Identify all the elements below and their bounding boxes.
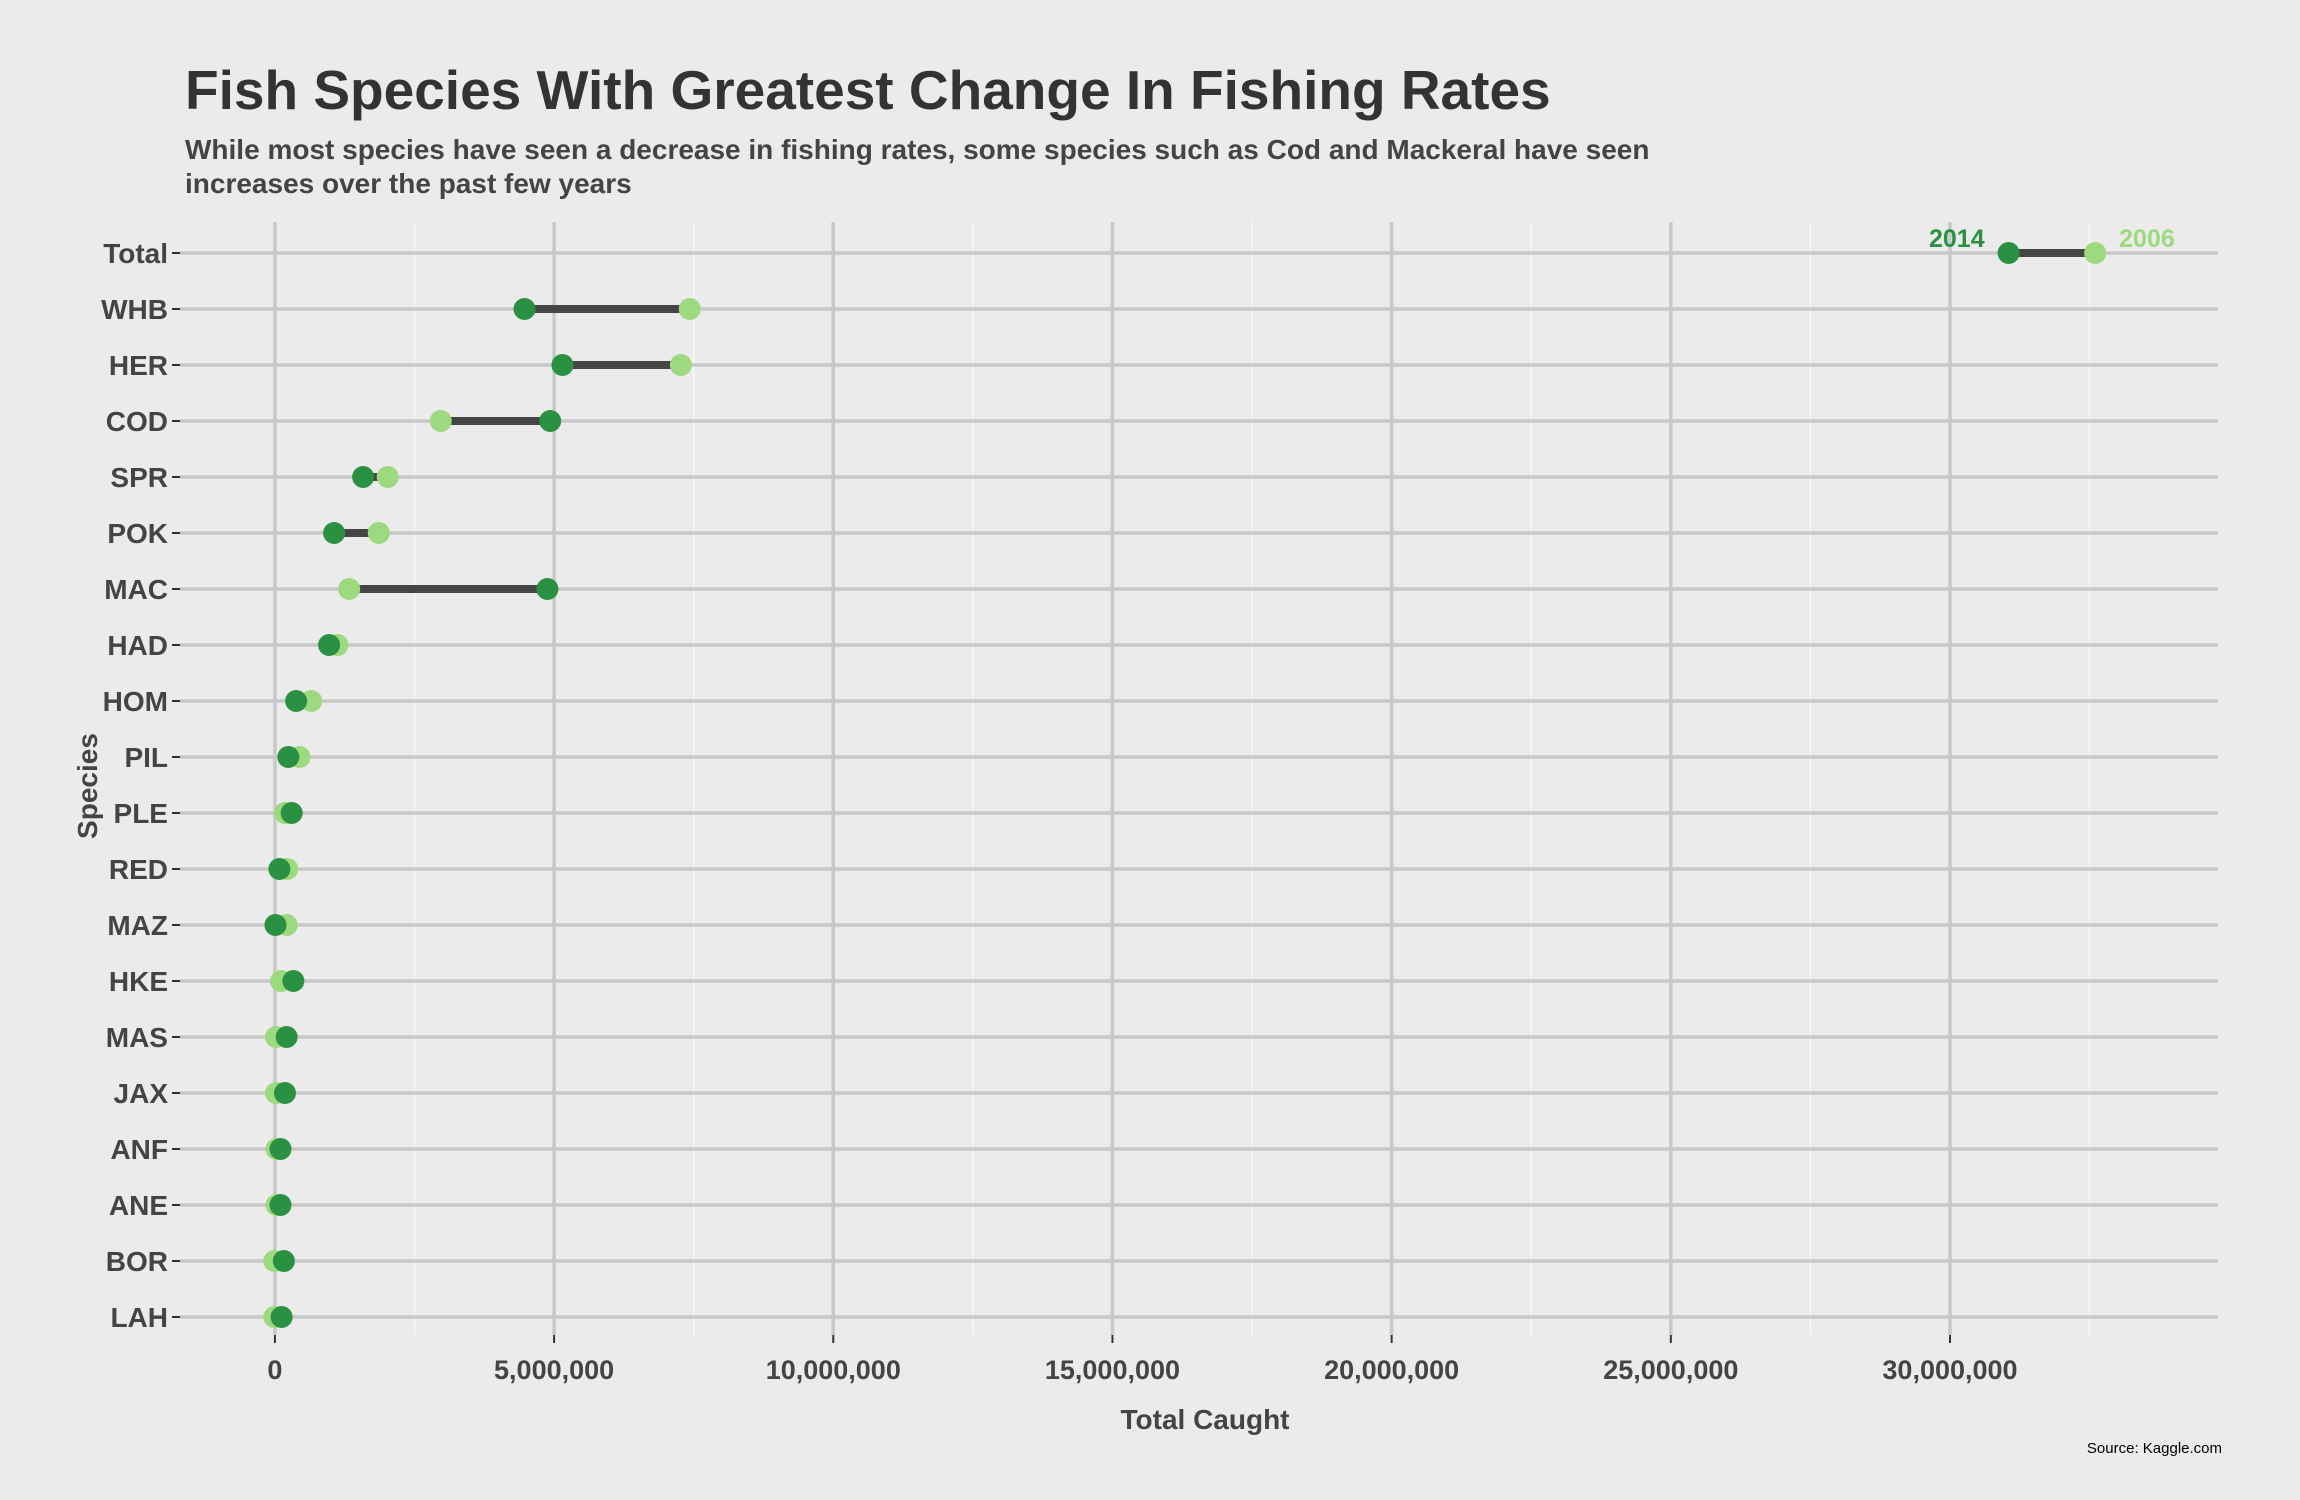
point-2014 <box>273 1082 296 1104</box>
point-2014 <box>272 1250 295 1272</box>
point-2006 <box>376 466 399 488</box>
point-2014 <box>318 634 341 656</box>
point-2014 <box>1997 242 2020 264</box>
y-tick-label: PIL <box>124 742 168 773</box>
series-labels: 2014 2006 <box>1929 225 2175 253</box>
point-2014 <box>282 970 305 992</box>
point-2006 <box>429 410 452 432</box>
point-2014 <box>268 858 291 880</box>
point-2006 <box>678 298 701 320</box>
y-tick-label: COD <box>106 406 168 437</box>
x-tick-label: 25,000,000 <box>1603 1355 1738 1385</box>
y-tick-label: HAD <box>107 630 168 661</box>
dumbbell-marks <box>263 242 2107 1328</box>
y-tick-label: ANF <box>110 1134 168 1165</box>
point-2006 <box>367 522 390 544</box>
y-tick-label: HKE <box>109 966 168 997</box>
y-tick-label: ANE <box>109 1190 168 1221</box>
y-tick-label: SPR <box>110 462 168 493</box>
y-tick-label: HER <box>109 350 168 381</box>
x-tick-label: 30,000,000 <box>1882 1355 2017 1385</box>
y-tick-label: BOR <box>106 1246 168 1277</box>
point-2014 <box>277 746 300 768</box>
series-label-2014: 2014 <box>1929 225 1985 253</box>
point-2014 <box>264 914 287 936</box>
point-2014 <box>285 690 308 712</box>
source-caption: Source: Kaggle.com <box>2086 1440 2222 1457</box>
grid-lines <box>180 222 2218 1335</box>
y-tick-label: JAX <box>114 1078 169 1109</box>
y-tick-label: LAH <box>110 1302 168 1333</box>
point-2014 <box>280 802 303 824</box>
point-2014 <box>551 354 574 376</box>
y-tick-label: WHB <box>101 294 168 325</box>
point-2006 <box>300 690 323 712</box>
point-2014 <box>269 1194 292 1216</box>
y-axis-title: Species <box>72 733 103 839</box>
y-tick-label: HOM <box>103 686 168 717</box>
point-2014 <box>275 1026 298 1048</box>
point-2006 <box>338 578 361 600</box>
point-2014 <box>323 522 346 544</box>
y-tick-label: PLE <box>114 798 168 829</box>
y-axis: Total WHB HER COD SPR POK MAC HAD HOM PIL PLE RED MA… <box>101 238 180 1333</box>
series-label-2006: 2006 <box>2119 225 2175 253</box>
y-tick-label: MAC <box>104 574 168 605</box>
x-tick-label: 0 <box>267 1355 282 1385</box>
y-tick-label: Total <box>103 238 168 269</box>
y-tick-label: MAZ <box>107 910 168 941</box>
point-2014 <box>539 410 562 432</box>
point-2014 <box>270 1306 293 1328</box>
chart-subtitle: While most species have seen a decrease … <box>185 134 1650 199</box>
x-axis: 0 5,000,000 10,000,000 15,000,000 20,000,000… <box>267 1335 2018 1385</box>
y-tick-label: POK <box>107 518 168 549</box>
point-2014 <box>269 1138 292 1160</box>
point-2006 <box>669 354 692 376</box>
point-2006 <box>2084 242 2107 264</box>
x-axis-title: Total Caught <box>1120 1404 1289 1435</box>
chart-title: Fish Species With Greatest Change In Fis… <box>185 59 1551 121</box>
x-tick-label: 10,000,000 <box>766 1355 901 1385</box>
y-tick-label: RED <box>109 854 168 885</box>
x-tick-label: 20,000,000 <box>1324 1355 1459 1385</box>
point-2014 <box>513 298 536 320</box>
x-tick-label: 5,000,000 <box>494 1355 614 1385</box>
point-2014 <box>536 578 559 600</box>
x-tick-label: 15,000,000 <box>1045 1355 1180 1385</box>
y-tick-label: MAS <box>106 1022 168 1053</box>
point-2014 <box>352 466 375 488</box>
